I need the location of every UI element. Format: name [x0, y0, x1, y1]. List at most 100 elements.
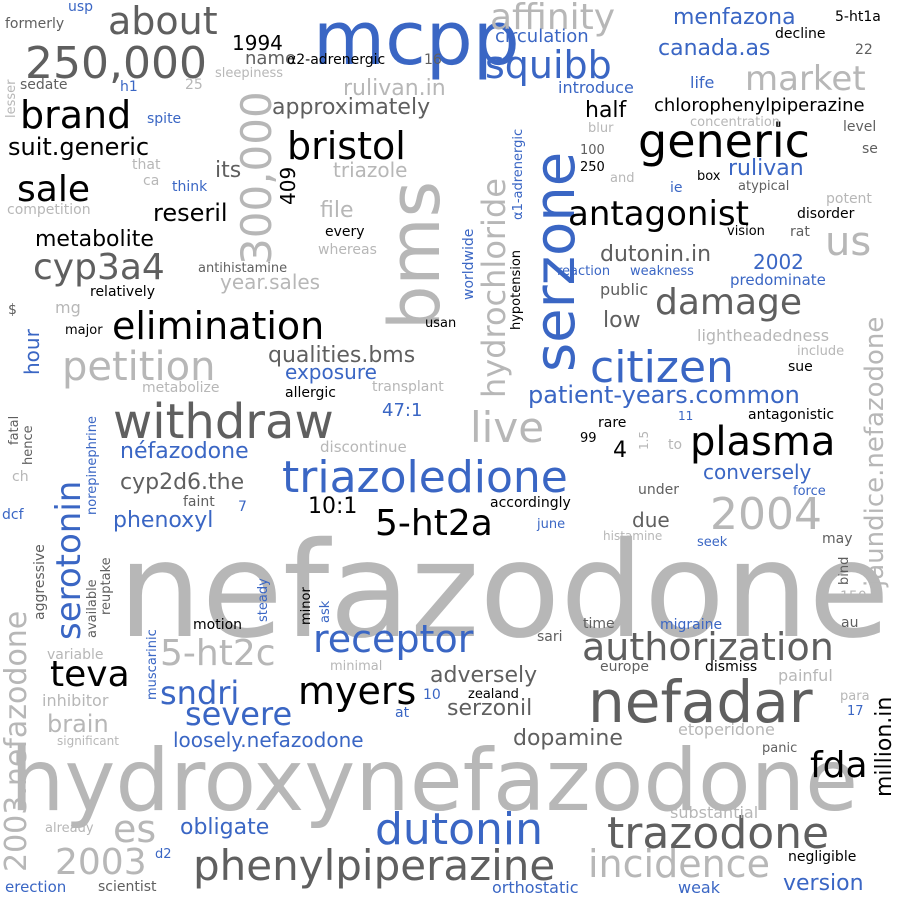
- word-obligate: obligate: [180, 815, 270, 840]
- word-relatively: relatively: [90, 284, 155, 300]
- word-rat: rat: [790, 224, 810, 240]
- word-trazodone: trazodone: [607, 808, 830, 859]
- word-sari: sari: [537, 629, 563, 645]
- word-mg: mg: [55, 298, 81, 317]
- word-hour: hour: [20, 329, 44, 375]
- word-mcpp: mcpp: [313, 0, 520, 82]
- word-ch: ch: [12, 469, 29, 485]
- word-250000: 250,000: [25, 38, 207, 89]
- word-to: to: [668, 437, 683, 453]
- word-menfazona: menfazona: [673, 5, 796, 30]
- word-histamine: histamine: [603, 529, 663, 543]
- word-june: june: [537, 517, 566, 532]
- word-rulivan: rulivan: [728, 156, 804, 181]
- word-fda: fda: [810, 745, 868, 786]
- word-phenoxyl: phenoxyl: [113, 508, 214, 533]
- word-serotonin: serotonin: [49, 480, 89, 640]
- word-hydrochloride: hydrochloride: [475, 178, 513, 398]
- word-rulivan-in: rulivan.in: [343, 76, 446, 101]
- word-bind: bind: [837, 556, 852, 585]
- word-suit-generic: suit.generic: [8, 133, 150, 161]
- word-due: due: [632, 508, 670, 532]
- word-triazole: triazole: [333, 158, 408, 182]
- word-cyp3a4: cyp3a4: [33, 247, 165, 288]
- word-disorder: disorder: [797, 206, 855, 222]
- word-nefazodone: nefazodone: [118, 514, 890, 668]
- word-discontinue: discontinue: [320, 438, 407, 456]
- word-may: may: [822, 531, 853, 547]
- word-99: 99: [580, 431, 597, 446]
- word-allergic: allergic: [285, 385, 336, 401]
- word-dismiss: dismiss: [705, 659, 758, 675]
- word-sue: sue: [788, 359, 813, 375]
- word-se: se: [862, 141, 878, 157]
- word-spite: spite: [147, 111, 182, 127]
- word-panic: panic: [762, 741, 798, 756]
- word-public: public: [600, 280, 649, 299]
- word-1-5: 1.5: [637, 430, 651, 450]
- word-europe: europe: [600, 659, 649, 675]
- word-au: au: [841, 615, 859, 631]
- word-5-ht2a: 5-ht2a: [375, 503, 493, 544]
- word-significant: significant: [57, 734, 119, 748]
- word-17: 17: [847, 704, 864, 719]
- word-name: name: [245, 48, 297, 69]
- word-myers: myers: [298, 669, 417, 713]
- word-time: time: [583, 616, 615, 632]
- word-box: box: [697, 169, 721, 184]
- word-concentration: concentration: [690, 115, 781, 130]
- word-serzone: serzone: [523, 151, 588, 372]
- word-migraine: migraine: [660, 617, 723, 633]
- word-and: and: [610, 171, 635, 186]
- word-elimination: elimination: [112, 304, 325, 348]
- word-jaundice-nefazodone: jaundice.nefazodone: [860, 316, 890, 587]
- word-file: file: [320, 198, 354, 223]
- word-sleepiness: sleepiness: [215, 66, 284, 81]
- word-plasma: plasma: [690, 419, 836, 465]
- word-reaction: reaction: [557, 264, 611, 279]
- word-that: that: [132, 157, 161, 173]
- word-chlorophenylpiperazine: chlorophenylpiperazine: [654, 95, 865, 116]
- word-metabolize: metabolize: [142, 380, 220, 396]
- word-seek: seek: [697, 535, 728, 550]
- word-bms: bms: [374, 180, 456, 330]
- word-teva: teva: [50, 654, 130, 695]
- word-substantial: substantial: [670, 803, 759, 822]
- word-antagonistic: antagonistic: [748, 407, 835, 423]
- word-level: level: [843, 119, 877, 135]
- word-competition: competition: [7, 202, 91, 218]
- word-brain: brain: [47, 710, 109, 738]
- word-dcf: dcf: [2, 507, 24, 523]
- word-erection: erection: [5, 878, 67, 896]
- word-hypotension: hypotension: [509, 249, 524, 330]
- word-es: es: [113, 807, 157, 851]
- word-think: think: [172, 179, 208, 195]
- word-5-ht2c: 5-ht2c: [160, 633, 276, 674]
- word-11: 11: [678, 409, 694, 423]
- word-fatal: fatal: [7, 415, 22, 445]
- word-ask: ask: [318, 600, 333, 623]
- word-47-1: 47:1: [382, 400, 423, 421]
- word-its: its: [215, 158, 242, 183]
- word-norepinephrine: norepinephrine: [85, 415, 100, 515]
- word-exposure: exposure: [285, 360, 377, 384]
- word-at: at: [395, 705, 410, 721]
- word-lightheadedness: lightheadedness: [697, 326, 830, 345]
- word-version: version: [783, 871, 864, 896]
- word-metabolite: metabolite: [35, 227, 154, 252]
- word-worldwide: worldwide: [461, 228, 477, 300]
- word-weak: weak: [678, 878, 720, 897]
- word-phenylpiperazine: phenylpiperazine: [193, 841, 556, 890]
- word-life: life: [690, 73, 715, 92]
- word-inhibitor: inhibitor: [42, 691, 109, 710]
- word-generic: generic: [638, 114, 810, 168]
- word-16: 16: [424, 52, 442, 68]
- word-a1-adrenergic: α1-adrenergic: [511, 128, 526, 220]
- word-about: about: [108, 0, 218, 43]
- word-authorization: authorization: [582, 625, 834, 669]
- word-whereas: whereas: [318, 242, 377, 258]
- word-bristol: bristol: [287, 124, 406, 168]
- word-scientist: scientist: [98, 879, 157, 895]
- word-2002: 2002: [753, 250, 804, 274]
